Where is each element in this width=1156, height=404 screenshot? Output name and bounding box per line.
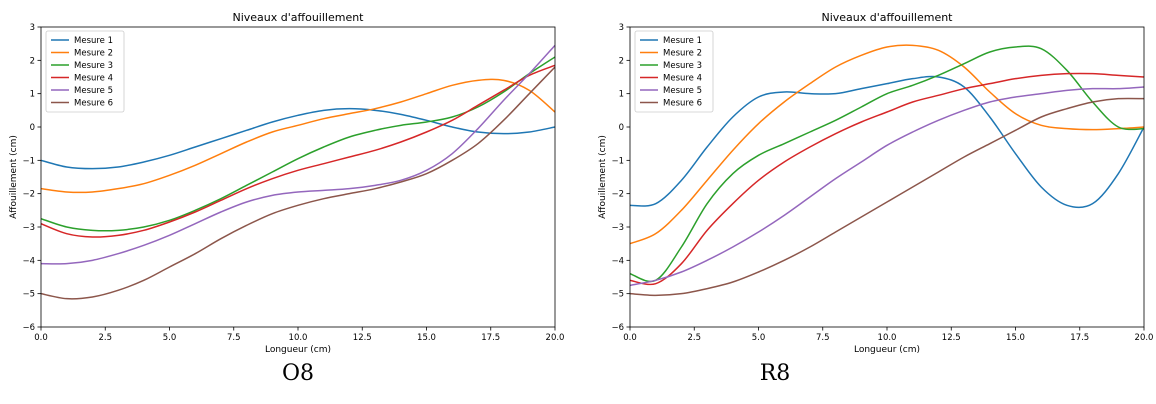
y-tick-label: −3 (22, 223, 35, 233)
legend: Mesure 1 Mesure 2 Mesure 3 Mesure 4 Mesure 5… (45, 30, 125, 113)
y-tick-label: 3 (30, 23, 35, 33)
y-tick-label: −2 (611, 190, 624, 200)
y-tick-label: 1 (30, 90, 35, 100)
series-line-3 (630, 45, 1144, 283)
legend-box (634, 30, 714, 113)
y-tick-label: −5 (22, 290, 35, 300)
y-tick-label: −2 (22, 190, 35, 200)
series-line-4 (41, 64, 555, 238)
x-tick-label: 10.0 (289, 333, 308, 343)
y-axis-label: Affouillement (cm) (598, 135, 608, 219)
legend-label-3: Mesure 3 (74, 61, 113, 71)
series-line-2 (630, 44, 1144, 245)
legend-label-4: Mesure 4 (663, 74, 702, 84)
series-line-2 (41, 78, 555, 194)
x-tick-label: 15.0 (1006, 333, 1025, 343)
y-axis-label: Affouillement (cm) (9, 135, 19, 219)
y-tick-label: −1 (611, 156, 624, 166)
series-line-1 (41, 107, 555, 170)
y-tick-label: −6 (22, 323, 35, 333)
series-lines (41, 44, 555, 300)
y-tick-label: −4 (22, 256, 35, 266)
legend-box (45, 30, 125, 113)
x-tick-label: 5.0 (163, 333, 177, 343)
series-lines (630, 44, 1144, 297)
y-tick-label: 0 (30, 123, 35, 133)
x-tick-label: 10.0 (878, 333, 897, 343)
y-tick-label: 2 (30, 56, 35, 66)
chart-title: Niveaux d'affouillement (232, 11, 364, 24)
chart-o8: Niveaux d'affouillement 0.0 2.5 5.0 7.5 10.0 1… (9, 11, 564, 355)
series-line-4 (630, 72, 1144, 286)
y-tick-label: 0 (619, 123, 624, 133)
series-line-6 (630, 97, 1144, 297)
x-axis-label: Longueur (cm) (854, 345, 920, 355)
x-tick-label: 17.5 (1070, 333, 1089, 343)
legend-label-5: Mesure 5 (74, 86, 113, 96)
y-tick-label: −6 (611, 323, 624, 333)
x-tick-label: 7.5 (227, 333, 241, 343)
legend-label-2: Mesure 2 (74, 49, 113, 59)
x-tick-label: 0.0 (34, 333, 48, 343)
y-tick-label: −1 (22, 156, 35, 166)
chart-r8: Niveaux d'affouillement 0.0 2.5 5.0 7.5 10.0 1… (598, 11, 1153, 355)
legend-label-6: Mesure 6 (74, 99, 113, 109)
series-line-5 (41, 44, 555, 265)
y-tick-label: −4 (611, 256, 624, 266)
x-tick-label: 20.0 (1135, 333, 1154, 343)
x-tick-label: 15.0 (417, 333, 436, 343)
y-tick-label: −3 (611, 223, 624, 233)
x-tick-label: 7.5 (816, 333, 830, 343)
y-tick-label: −5 (611, 290, 624, 300)
x-tick-label: 12.5 (942, 333, 961, 343)
y-tick-label: 2 (619, 56, 624, 66)
x-tick-label: 2.5 (98, 333, 112, 343)
x-tick-label: 0.0 (623, 333, 637, 343)
legend-label-1: Mesure 1 (663, 36, 702, 46)
chart-caption-r8: R8 (759, 361, 791, 386)
x-tick-label: 2.5 (687, 333, 701, 343)
legend-label-2: Mesure 2 (663, 49, 702, 59)
series-line-5 (630, 86, 1144, 287)
y-tick-label: 3 (619, 23, 624, 33)
series-line-1 (630, 75, 1144, 209)
legend-label-5: Mesure 5 (663, 86, 702, 96)
chart-title: Niveaux d'affouillement (821, 11, 953, 24)
x-tick-label: 5.0 (752, 333, 766, 343)
x-axis-label: Longueur (cm) (265, 345, 331, 355)
legend-label-3: Mesure 3 (663, 61, 702, 71)
x-tick-label: 20.0 (546, 333, 565, 343)
x-tick-label: 17.5 (481, 333, 500, 343)
y-tick-label: 1 (619, 90, 624, 100)
legend: Mesure 1 Mesure 2 Mesure 3 Mesure 4 Mesure 5… (634, 30, 714, 113)
x-tick-label: 12.5 (353, 333, 372, 343)
series-line-6 (41, 66, 555, 300)
legend-label-6: Mesure 6 (663, 99, 702, 109)
legend-label-1: Mesure 1 (74, 36, 113, 46)
legend-label-4: Mesure 4 (74, 74, 113, 84)
chart-caption-o8: O8 (281, 361, 315, 386)
